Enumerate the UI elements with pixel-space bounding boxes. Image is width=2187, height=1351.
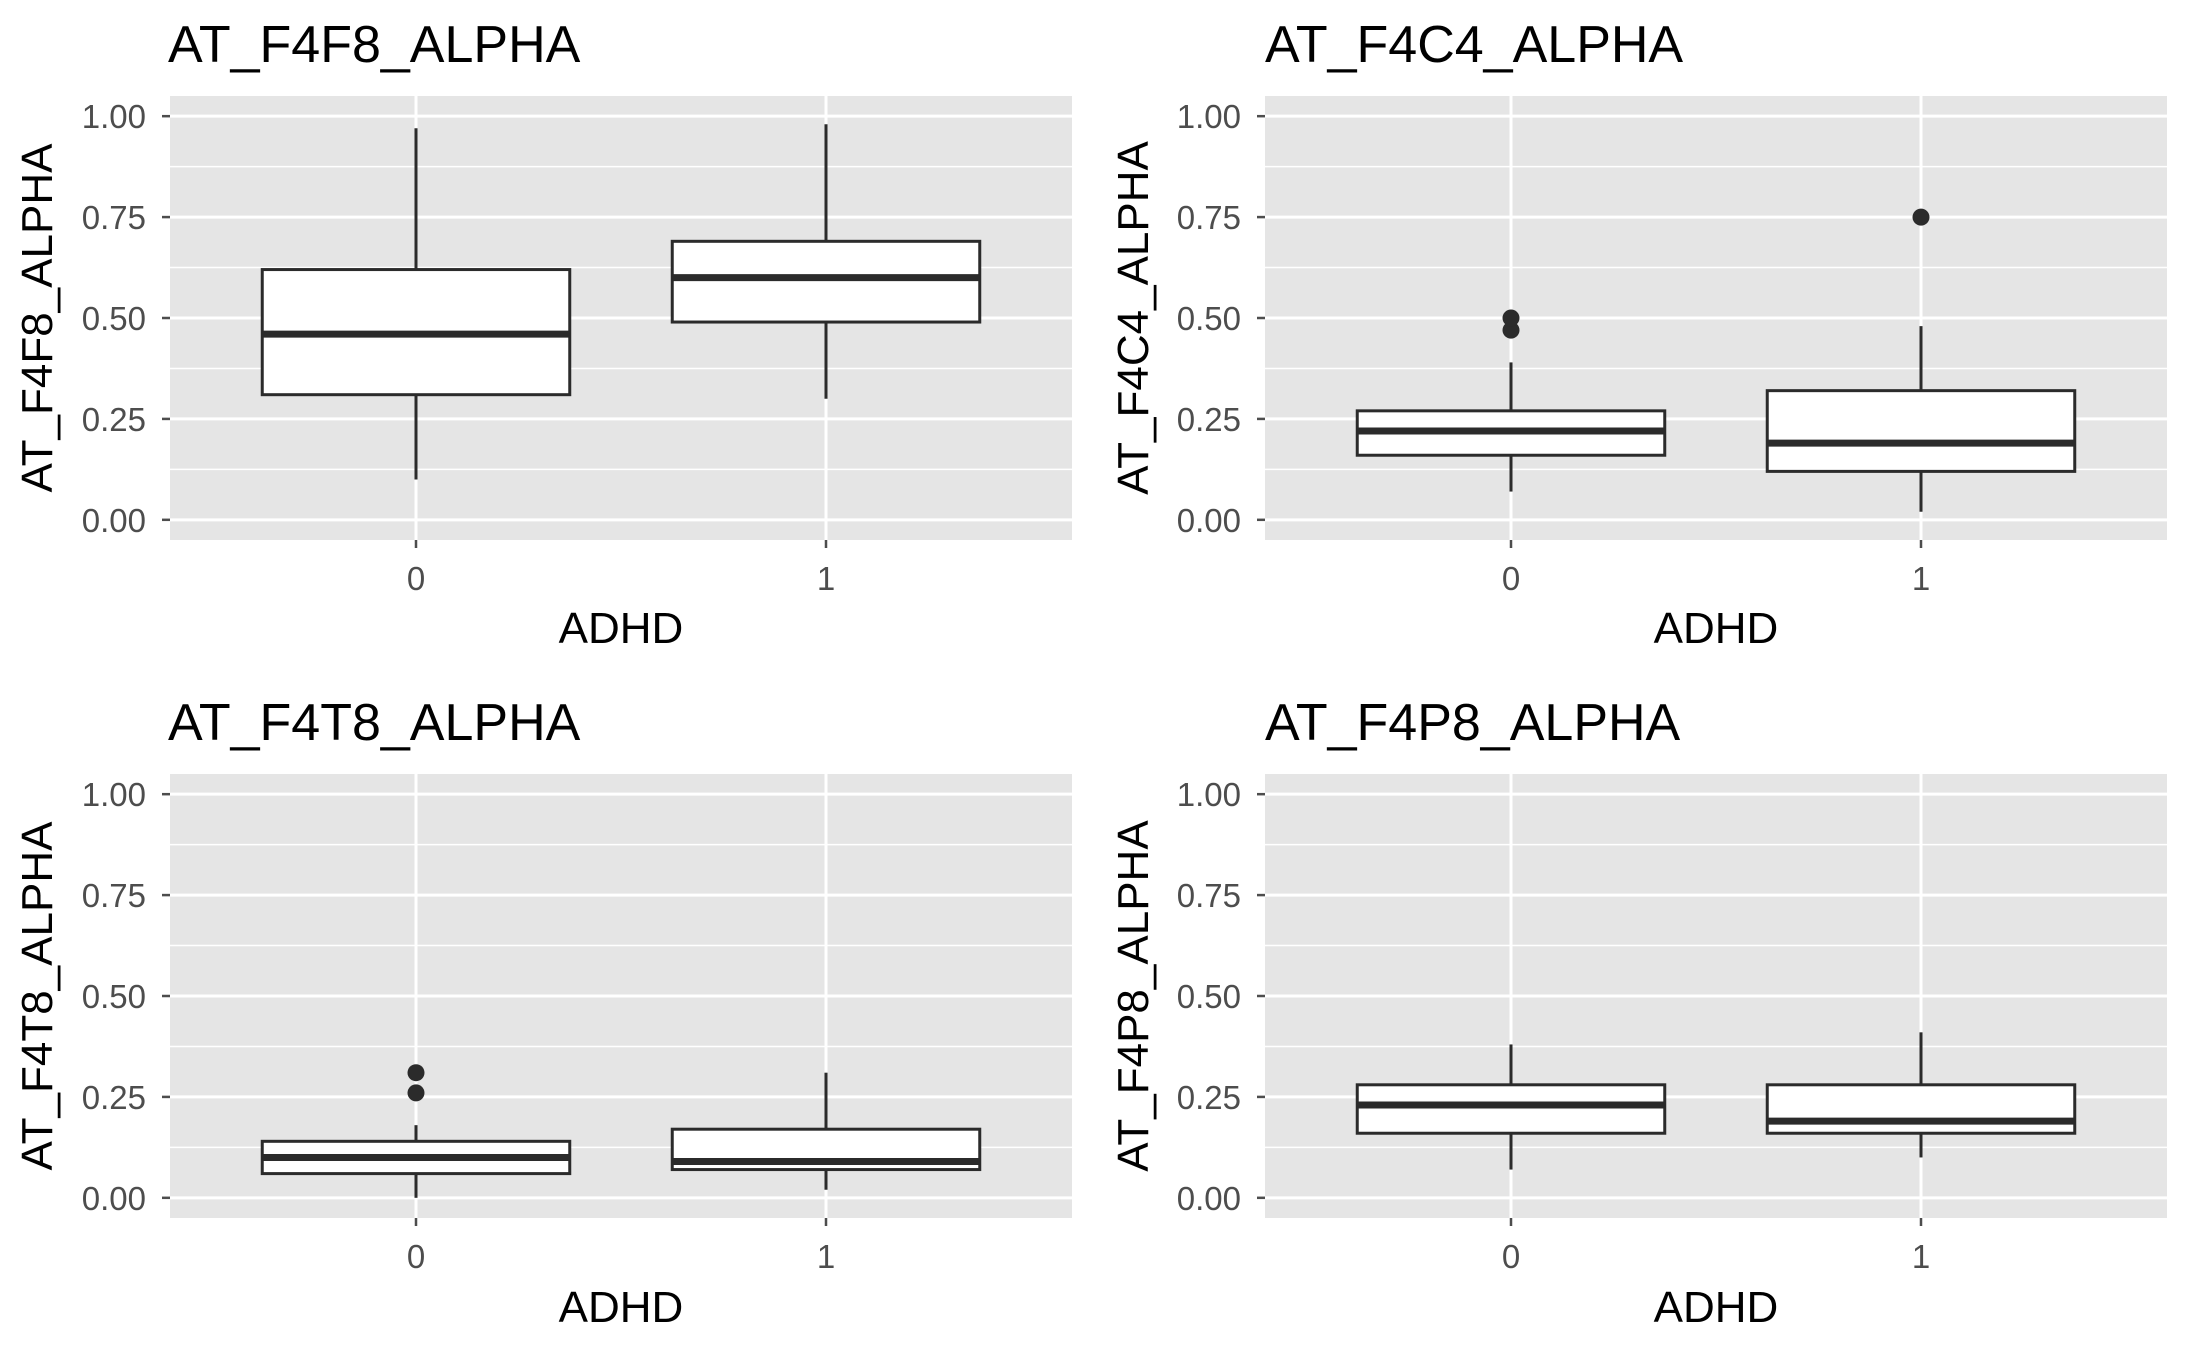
y-tick-label: 0.75 xyxy=(82,199,146,236)
box-body xyxy=(1765,389,2077,473)
box-body xyxy=(1355,1083,1667,1135)
chart-panel-4: 0.00 0.25 0.50 0.75 1.00 0 1 AT_F4P8_ALPHA ADHD A… xyxy=(1109,694,2167,1332)
x-tick-label: 1 xyxy=(817,560,835,597)
chart-panel-1: 0.00 0.25 0.50 0.75 1.00 0 1 AT_F4F8_ALPHA ADHD A… xyxy=(13,16,1072,653)
y-axis-title: AT_F4P8_ALPHA xyxy=(1109,820,1158,1172)
x-tick-label: 1 xyxy=(1912,1238,1930,1275)
y-tick-label: 1.00 xyxy=(82,98,146,135)
box-1 xyxy=(1765,1032,2077,1158)
panel-title: AT_F4F8_ALPHA xyxy=(168,16,581,74)
panel-title: AT_F4C4_ALPHA xyxy=(1265,16,1683,74)
y-axis-title: AT_F4F8_ALPHA xyxy=(13,143,62,493)
panel-title: AT_F4P8_ALPHA xyxy=(1265,694,1681,752)
y-tick-label: 0.75 xyxy=(1177,199,1241,236)
x-axis-title: ADHD xyxy=(559,604,684,653)
box-body xyxy=(1765,1083,2077,1135)
outlier-point xyxy=(407,1064,425,1082)
y-tick-label: 0.00 xyxy=(1177,502,1241,539)
chart-panel-2: 0.00 0.25 0.50 0.75 1.00 0 1 AT_F4C4_ALPHA ADHD A… xyxy=(1109,16,2167,653)
outlier-point xyxy=(407,1084,425,1102)
x-tick-label: 0 xyxy=(1502,1238,1520,1275)
y-tick-label: 0.00 xyxy=(1177,1180,1241,1217)
y-tick-label: 0.25 xyxy=(1177,1079,1241,1116)
y-tick-label: 0.25 xyxy=(82,401,146,438)
y-tick-label: 0.25 xyxy=(82,1079,146,1116)
box-0 xyxy=(1355,309,1667,492)
y-tick-label: 0.50 xyxy=(1177,978,1241,1015)
outlier-point xyxy=(1502,309,1520,327)
y-tick-label: 0.25 xyxy=(1177,401,1241,438)
y-tick-label: 0.00 xyxy=(82,1180,146,1217)
y-tick-label: 0.75 xyxy=(82,877,146,914)
box-0 xyxy=(1355,1044,1667,1170)
x-tick-label: 0 xyxy=(407,1238,425,1275)
outlier-point xyxy=(1502,321,1520,339)
y-tick-label: 1.00 xyxy=(1177,776,1241,813)
y-tick-label: 0.75 xyxy=(1177,877,1241,914)
y-tick-label: 0.50 xyxy=(82,978,146,1015)
x-tick-label: 0 xyxy=(407,560,425,597)
box-0 xyxy=(260,1064,572,1198)
y-axis-title: AT_F4C4_ALPHA xyxy=(1109,140,1158,494)
chart-panel-3: 0.00 0.25 0.50 0.75 1.00 0 1 AT_F4T8_ALPHA ADHD A… xyxy=(13,694,1072,1332)
box-0 xyxy=(260,128,572,480)
x-axis-title: ADHD xyxy=(1654,1283,1779,1332)
box-1 xyxy=(670,124,982,399)
y-tick-label: 0.00 xyxy=(82,502,146,539)
x-axis-title: ADHD xyxy=(559,1283,684,1332)
y-tick-label: 1.00 xyxy=(82,776,146,813)
x-tick-label: 1 xyxy=(1912,560,1930,597)
outlier-point xyxy=(1912,208,1930,226)
x-axis-title: ADHD xyxy=(1654,604,1779,653)
box-1 xyxy=(1765,208,2077,512)
y-tick-label: 0.50 xyxy=(82,300,146,337)
x-tick-label: 1 xyxy=(817,1238,835,1275)
x-tick-label: 0 xyxy=(1502,560,1520,597)
y-tick-label: 1.00 xyxy=(1177,98,1241,135)
panel-title: AT_F4T8_ALPHA xyxy=(168,694,581,752)
y-axis-title: AT_F4T8_ALPHA xyxy=(13,821,62,1171)
box-body xyxy=(670,239,982,324)
y-tick-label: 0.50 xyxy=(1177,300,1241,337)
box-1 xyxy=(670,1072,982,1190)
